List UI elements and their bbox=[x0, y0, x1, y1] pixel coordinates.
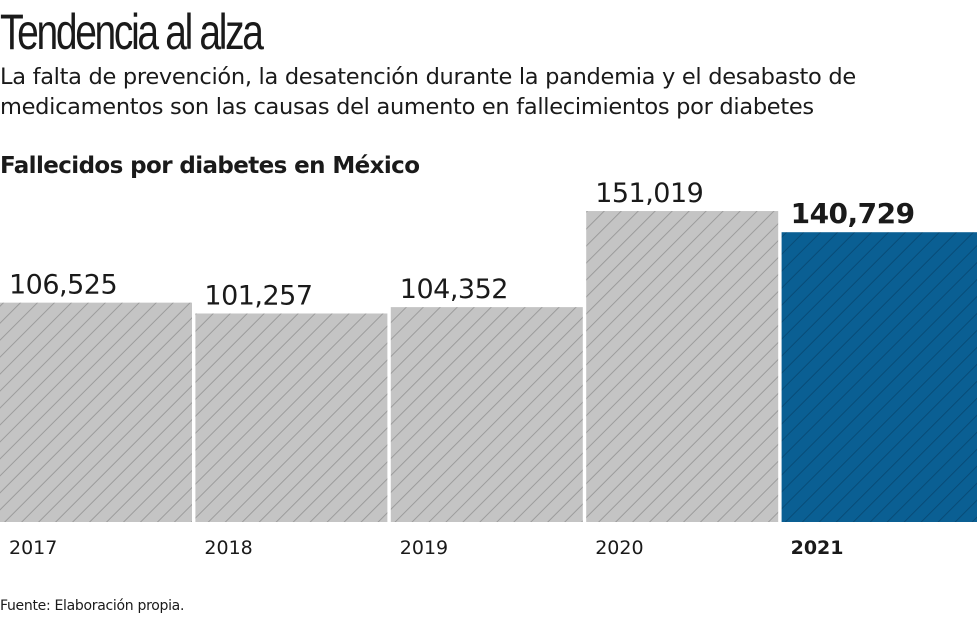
x-tick-2019: 2019 bbox=[400, 537, 448, 559]
bar-2021 bbox=[781, 232, 977, 522]
bar-2020 bbox=[586, 211, 779, 522]
value-label-2018: 101,257 bbox=[204, 280, 312, 311]
x-tick-2021: 2021 bbox=[791, 537, 844, 559]
chart-title: Fallecidos por diabetes en México bbox=[0, 153, 420, 179]
value-label-2017: 106,525 bbox=[9, 270, 117, 301]
bar-2019 bbox=[390, 307, 583, 522]
source-note: Fuente: Elaboración propia. bbox=[0, 598, 185, 614]
x-tick-2017: 2017 bbox=[9, 537, 57, 559]
subtitle: La falta de prevención, la desatención d… bbox=[0, 64, 856, 120]
value-label-2019: 104,352 bbox=[400, 274, 508, 305]
bar-2017 bbox=[0, 302, 192, 522]
x-tick-2020: 2020 bbox=[595, 537, 643, 559]
value-label-2021: 140,729 bbox=[791, 197, 915, 230]
headline: Tendencia al alza bbox=[0, 4, 264, 60]
bar-2018 bbox=[195, 313, 388, 522]
value-label-2020: 151,019 bbox=[595, 178, 703, 209]
bar-chart: 106,525 2017 101,257 2018 104,352 2019 151,019… bbox=[0, 178, 977, 559]
x-tick-2018: 2018 bbox=[204, 537, 252, 559]
